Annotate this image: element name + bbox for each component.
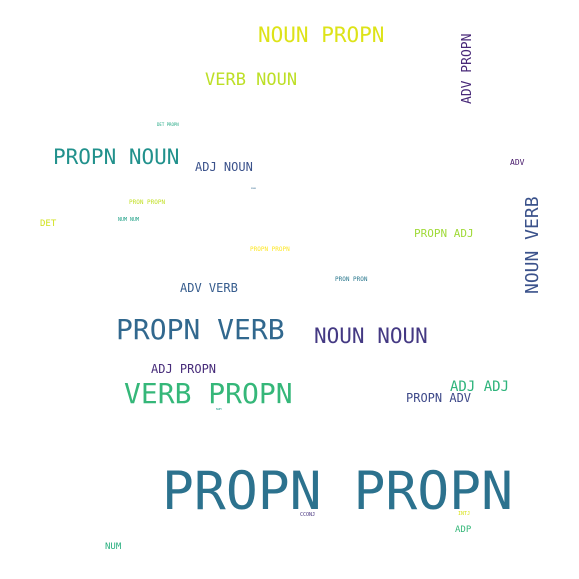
word-det-propn: DET PROPN — [157, 122, 179, 127]
word-verb-noun: VERB NOUN — [205, 70, 298, 90]
word-adp: ADP — [455, 525, 472, 535]
word-propn-propn-large: PROPN PROPN — [162, 461, 513, 522]
word-num: NUM — [105, 542, 122, 552]
word-adv-propn: ADV PROPN — [460, 33, 475, 104]
word-propn-verb: PROPN VERB — [116, 313, 285, 346]
word-verb-propn: VERB PROPN — [124, 377, 293, 410]
word-pron-propn: PRON PROPN — [129, 199, 166, 206]
word-det: DET — [40, 219, 57, 229]
word-propn-adj: PROPN ADJ — [414, 227, 474, 240]
word-noun-verb: NOUN VERB — [522, 196, 543, 294]
word-num-num: NUM NUM — [118, 217, 140, 223]
word-adj-noun: ADJ NOUN — [195, 160, 253, 174]
word-intj: INTJ — [458, 511, 471, 517]
word-adj-propn: ADJ PROPN — [151, 362, 217, 376]
word-propn-noun: PROPN NOUN — [53, 145, 180, 169]
word-adv-verb: ADV VERB — [180, 281, 238, 295]
word-pron-pron: PRON PRON — [335, 276, 368, 283]
word-noun-noun: NOUN NOUN — [314, 324, 428, 348]
word-num-tiny: NUM — [216, 407, 222, 411]
word-propn-adv: PROPN ADV — [406, 391, 472, 405]
word-propn-propn-small: PROPN PROPN — [250, 246, 290, 253]
word-noun-propn: NOUN PROPN — [258, 23, 385, 47]
word-adv: ADV — [510, 158, 525, 167]
word-adj-adj: ADJ ADJ — [450, 379, 510, 395]
word-cconj: CCONJ — [300, 512, 316, 518]
word-pron-tiny: PRON — [251, 188, 256, 190]
